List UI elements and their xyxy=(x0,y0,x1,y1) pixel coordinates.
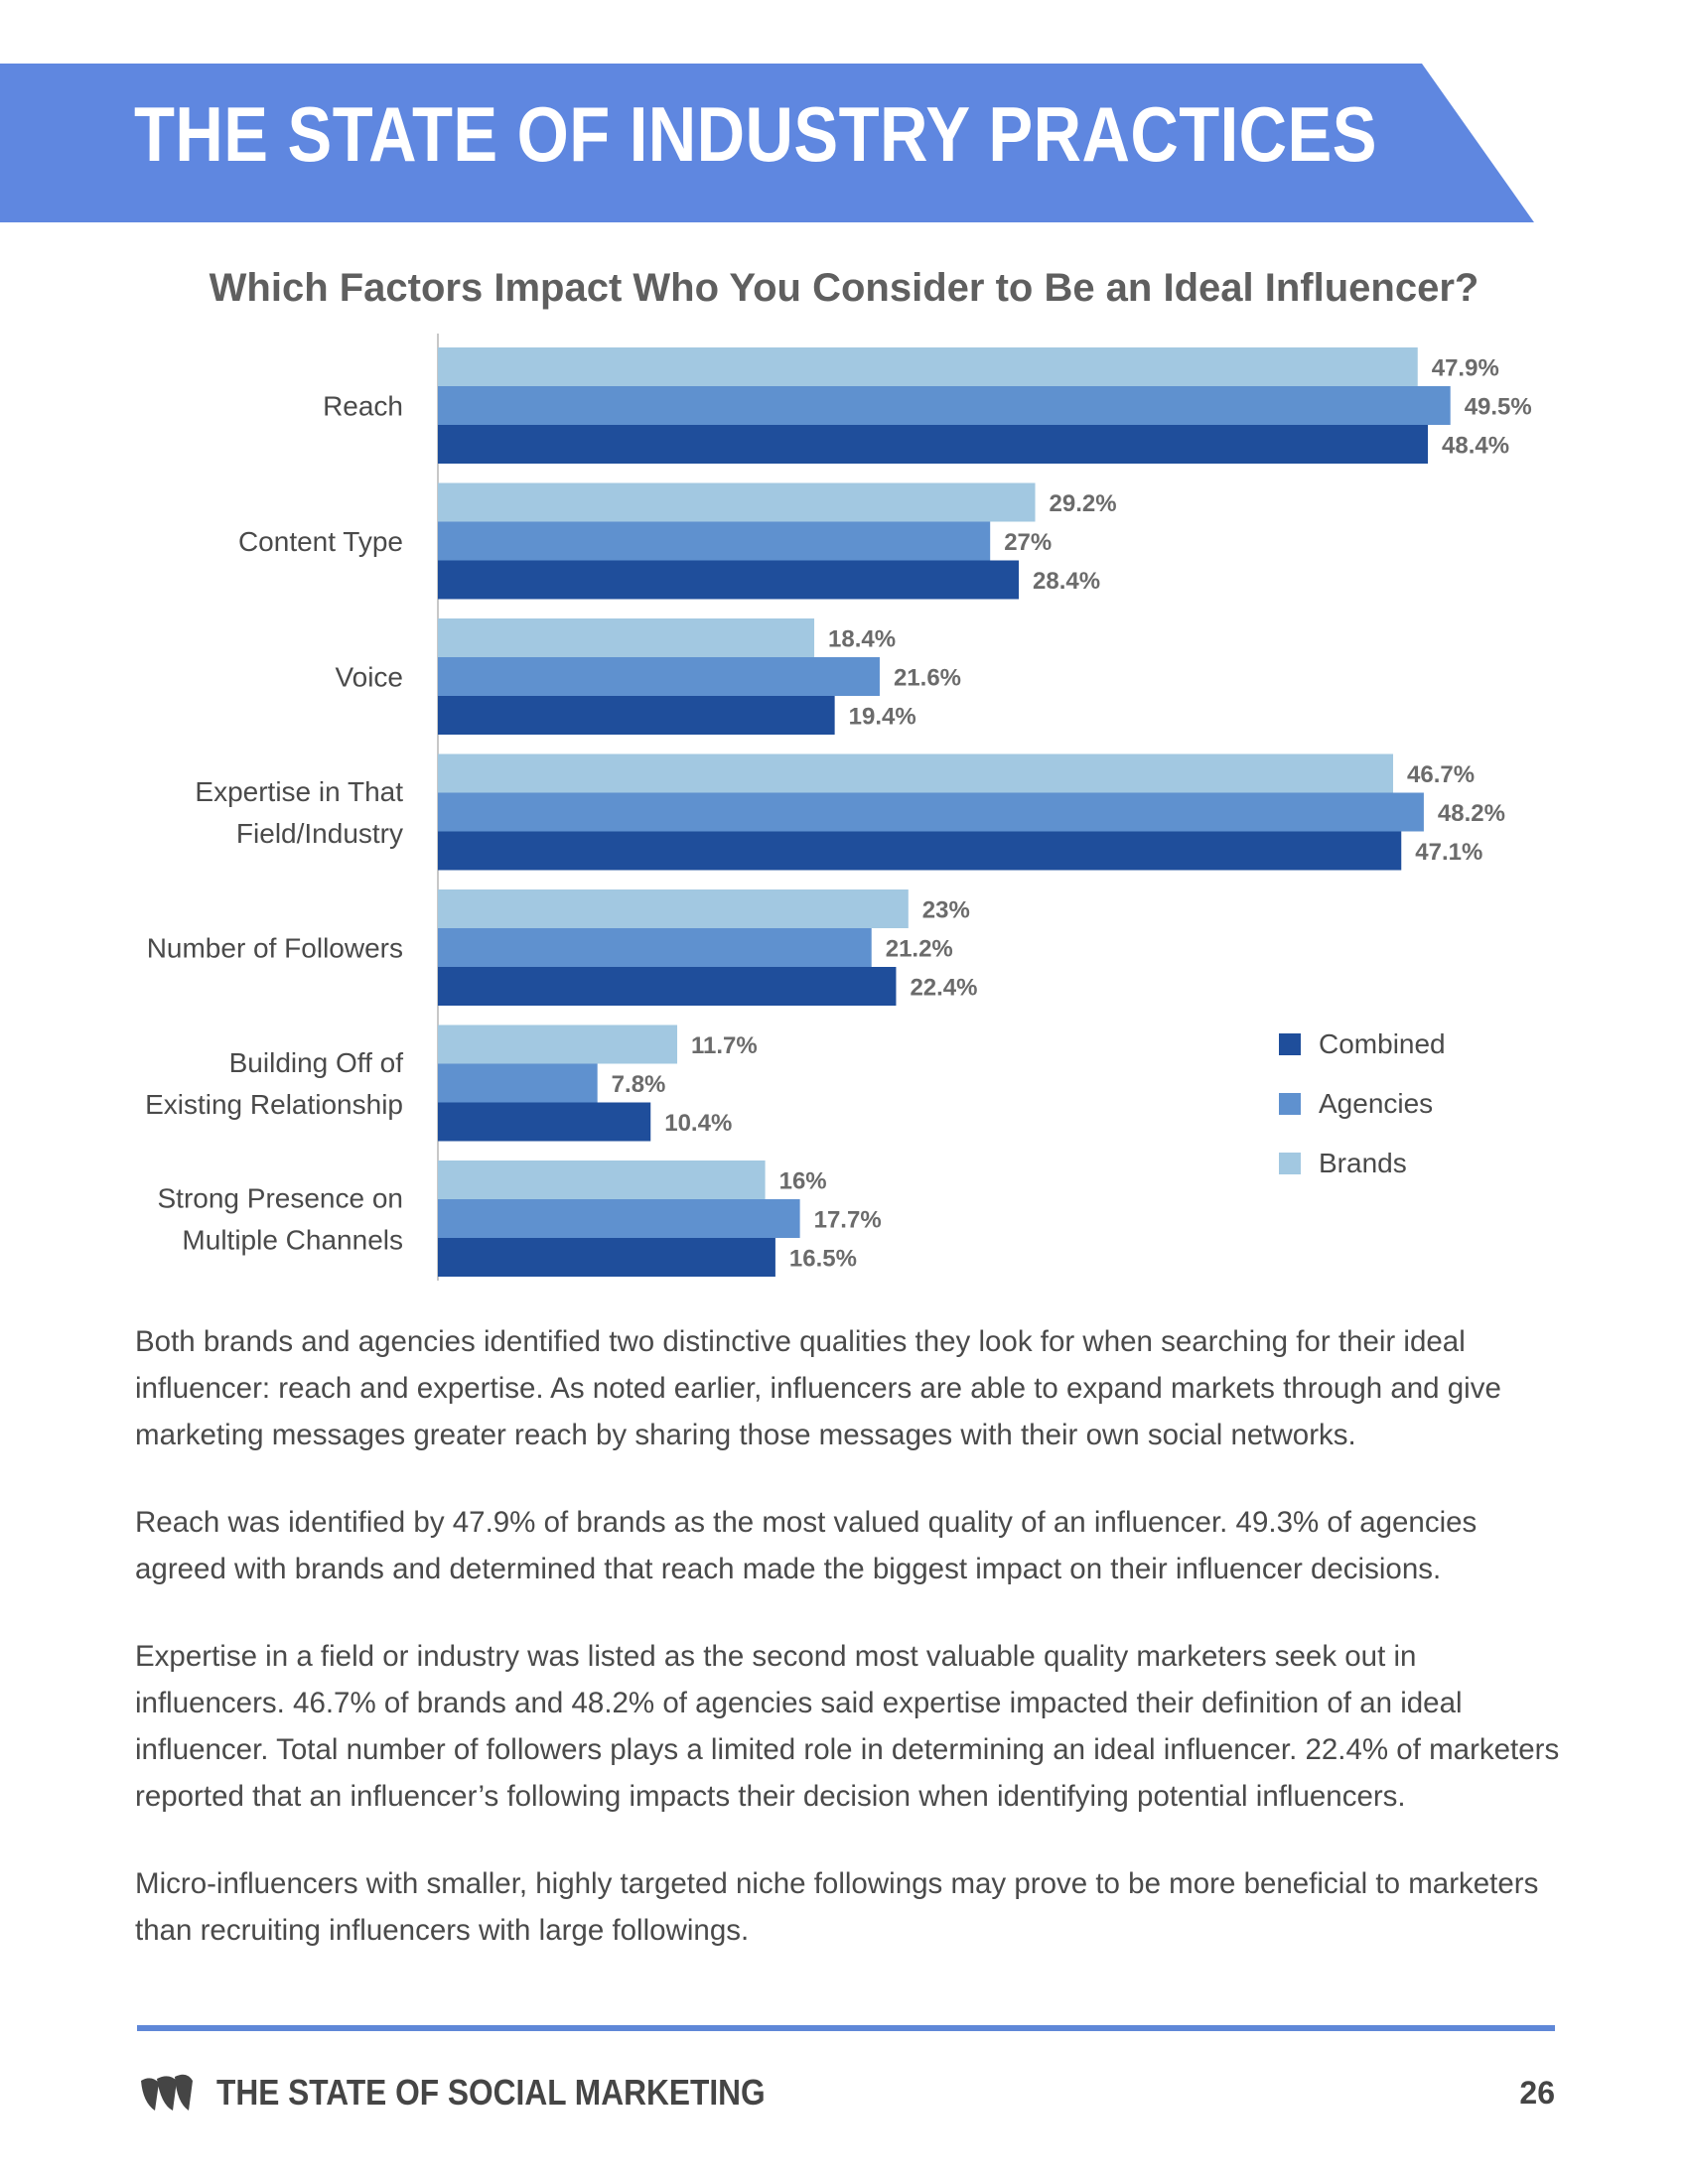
legend-item: Agencies xyxy=(1279,1074,1537,1134)
category-label: Reach xyxy=(323,391,403,422)
bar-chart: Reach 47.9% 49.5% 48.4% Content Type 29.2% 27%… xyxy=(145,334,1532,1281)
bar-agencies xyxy=(438,521,991,561)
legend-item: Combined xyxy=(1279,1015,1537,1074)
bar-combined xyxy=(438,1102,651,1142)
legend-label: Combined xyxy=(1319,1028,1446,1059)
legend-swatch xyxy=(1279,1093,1301,1115)
data-label: 11.7% xyxy=(691,1032,758,1059)
body-text: Both brands and agencies identified two … xyxy=(135,1318,1565,1994)
page-number: 26 xyxy=(1519,2075,1555,2111)
bar-brands xyxy=(438,889,909,928)
category-label: Multiple Channels xyxy=(182,1225,403,1256)
bar-brands xyxy=(438,1160,766,1199)
legend-label: Agencies xyxy=(1319,1088,1434,1119)
bar-combined xyxy=(438,425,1429,464)
data-label: 17.7% xyxy=(814,1207,882,1234)
data-label: 29.2% xyxy=(1050,490,1117,517)
bar-combined xyxy=(438,831,1402,871)
legend-label: Brands xyxy=(1319,1148,1407,1178)
paragraph: Both brands and agencies identified two … xyxy=(135,1325,1501,1451)
chart-legend: Combined Agencies Brands xyxy=(1279,1015,1537,1193)
data-label: 48.2% xyxy=(1438,800,1505,827)
data-label: 47.9% xyxy=(1432,355,1499,382)
page-title: THE STATE OF INDUSTRY PRACTICES xyxy=(134,90,1377,178)
banner-shape xyxy=(0,64,1534,222)
paragraph: Expertise in a field or industry was lis… xyxy=(135,1640,1560,1813)
bar-agencies xyxy=(438,386,1451,425)
data-label: 21.6% xyxy=(894,665,961,692)
category-label: Field/Industry xyxy=(236,818,403,849)
category-label: Expertise in That xyxy=(195,776,403,807)
bar-brands xyxy=(438,1024,678,1064)
sprout-logo-icon xyxy=(141,2074,193,2111)
bar-agencies xyxy=(438,1063,598,1103)
data-label: 16.5% xyxy=(789,1246,857,1273)
bar-agencies xyxy=(438,1199,800,1238)
footer-divider xyxy=(137,2025,1555,2031)
data-label: 16% xyxy=(779,1168,827,1195)
data-label: 47.1% xyxy=(1415,839,1482,866)
legend-item: Brands xyxy=(1279,1134,1537,1193)
category-label: Existing Relationship xyxy=(145,1089,403,1120)
data-label: 7.8% xyxy=(612,1071,666,1098)
chart-title: Which Factors Impact Who You Consider to… xyxy=(209,266,1479,310)
bar-brands xyxy=(438,753,1394,793)
data-label: 46.7% xyxy=(1407,761,1475,788)
bar-brands xyxy=(438,618,815,657)
data-label: 22.4% xyxy=(910,975,977,1002)
bar-agencies xyxy=(438,792,1424,832)
bar-agencies xyxy=(438,657,880,696)
category-label: Strong Presence on xyxy=(158,1183,404,1214)
data-label: 18.4% xyxy=(828,626,896,653)
header-banner: THE STATE OF INDUSTRY PRACTICES xyxy=(0,64,1534,222)
data-label: 48.4% xyxy=(1442,433,1509,460)
data-label: 21.2% xyxy=(886,936,953,963)
data-label: 49.5% xyxy=(1465,394,1532,421)
bar-combined xyxy=(438,967,897,1006)
footer-title: THE STATE OF SOCIAL MARKETING xyxy=(216,2072,766,2113)
bar-combined xyxy=(438,560,1020,600)
data-label: 28.4% xyxy=(1033,568,1100,595)
category-label: Voice xyxy=(336,662,404,693)
category-label: Content Type xyxy=(238,526,403,557)
legend-swatch xyxy=(1279,1033,1301,1055)
bar-agencies xyxy=(438,928,872,967)
data-label: 23% xyxy=(922,897,970,924)
legend-swatch xyxy=(1279,1153,1301,1174)
data-label: 19.4% xyxy=(849,704,916,731)
bar-brands xyxy=(438,347,1418,386)
bar-combined xyxy=(438,696,835,735)
data-label: 10.4% xyxy=(664,1110,732,1137)
category-label: Number of Followers xyxy=(147,933,403,964)
bar-combined xyxy=(438,1238,775,1277)
paragraph: Micro-influencers with smaller, highly t… xyxy=(135,1867,1539,1947)
paragraph: Reach was identified by 47.9% of brands … xyxy=(135,1506,1477,1585)
category-label: Building Off of xyxy=(229,1047,404,1078)
bar-brands xyxy=(438,482,1036,522)
data-label: 27% xyxy=(1004,529,1052,556)
